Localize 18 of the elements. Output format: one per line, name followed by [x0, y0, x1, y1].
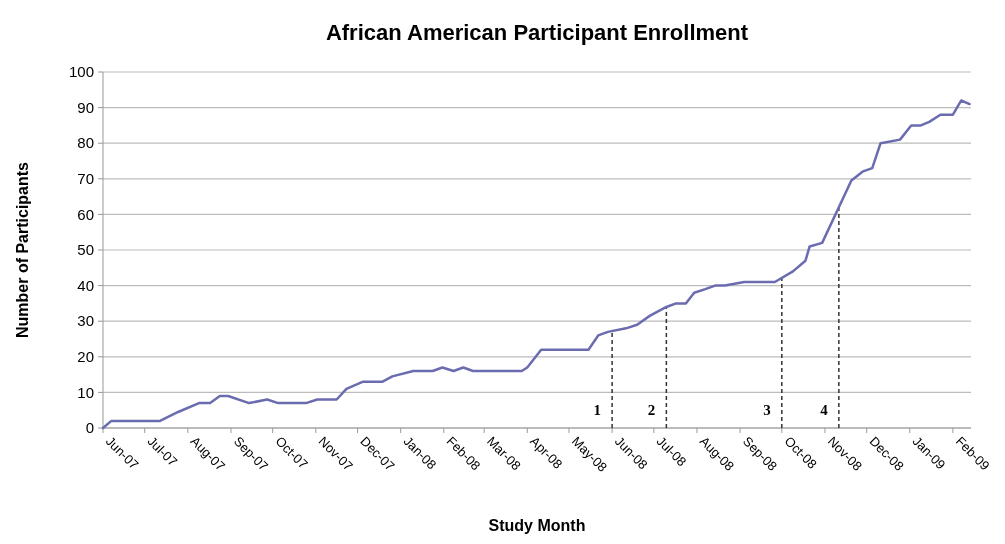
y-tick-label: 50	[77, 241, 94, 259]
y-axis-title: Number of Participants	[14, 161, 31, 339]
y-tick-label: 30	[77, 312, 94, 330]
annotation: 1	[593, 402, 602, 419]
y-tick-label: 0	[85, 419, 94, 437]
annotation: 4	[820, 402, 829, 419]
y-tick-label: 40	[77, 276, 94, 294]
y-tick-label: 100	[68, 63, 94, 81]
chart-title: African American Participant Enrollment	[325, 20, 749, 45]
y-tick-label: 70	[77, 170, 94, 188]
y-tick-label: 10	[77, 383, 94, 401]
annotation: 3	[763, 402, 771, 419]
y-tick-label: 60	[77, 205, 94, 223]
y-tick-label: 20	[77, 348, 94, 366]
annotation: 2	[647, 402, 656, 419]
y-tick-label: 80	[77, 134, 94, 152]
y-tick-label: 90	[77, 98, 94, 116]
x-axis-title: Study Month	[488, 517, 586, 534]
